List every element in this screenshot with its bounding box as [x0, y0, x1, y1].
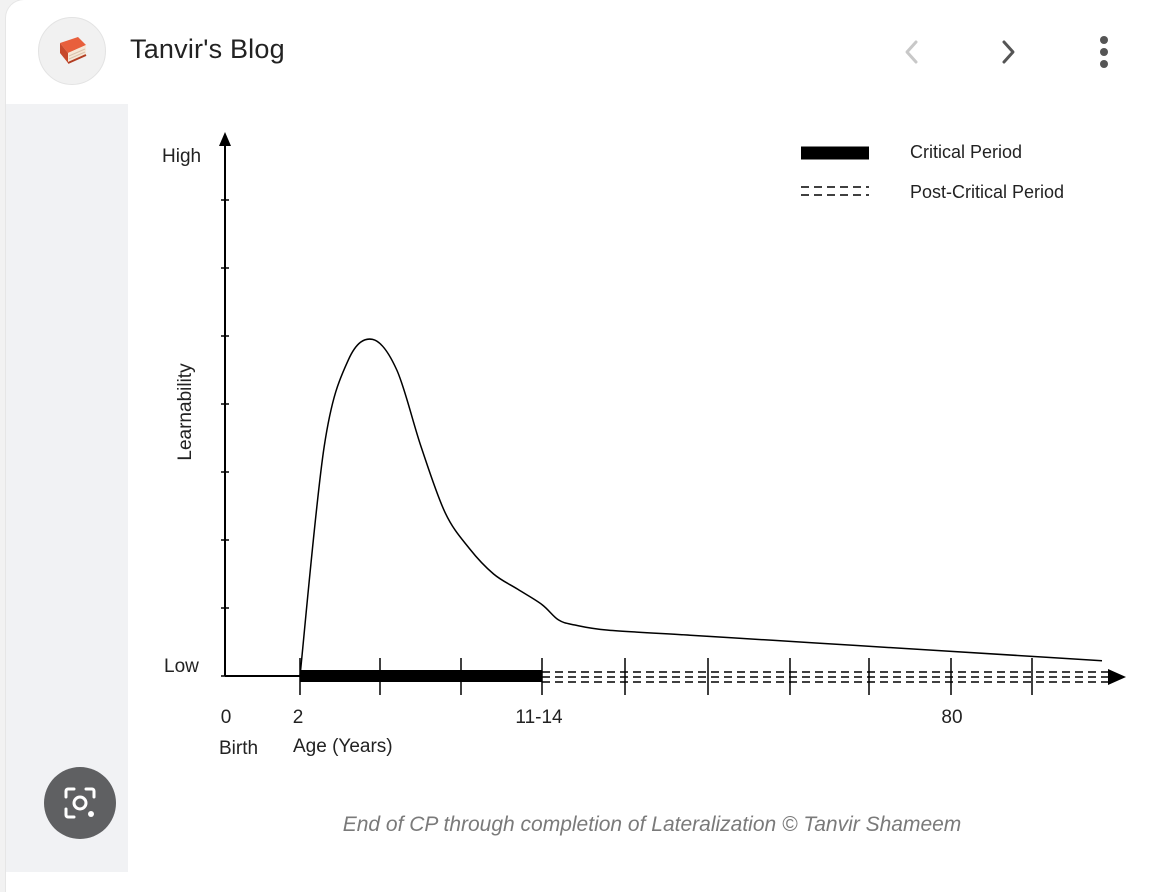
book-icon [60, 37, 87, 64]
legend-label-critical: Critical Period [910, 142, 1022, 162]
y-tick-low: Low [164, 656, 199, 677]
header: Tanvir's Blog [6, 0, 1160, 104]
chart: High Low Learnability 0 2 11-14 80 Birth… [162, 132, 1126, 836]
learnability-curve [299, 338, 1103, 677]
forward-button[interactable] [986, 30, 1030, 74]
x-tick-80: 80 [941, 707, 962, 728]
legend-label-post-critical: Post-Critical Period [910, 182, 1064, 202]
back-button[interactable] [890, 30, 934, 74]
figure-caption: End of CP through completion of Laterali… [343, 813, 962, 836]
y-axis-arrow [219, 132, 231, 146]
y-ticks [221, 199, 229, 677]
chevron-left-icon [905, 40, 918, 64]
result-card: Tanvir's Blog [6, 0, 1160, 892]
x-axis-arrow [1108, 669, 1126, 685]
site-avatar[interactable] [38, 17, 106, 85]
visual-search-button[interactable] [44, 767, 116, 839]
chevron-right-icon [1002, 40, 1015, 64]
x-tick-11-14: 11-14 [515, 707, 563, 728]
site-title[interactable]: Tanvir's Blog [130, 34, 285, 64]
more-options-button[interactable] [1082, 30, 1126, 74]
more-vert-icon [1100, 36, 1108, 68]
y-tick-high: High [162, 146, 201, 167]
x-tick-2: 2 [293, 707, 304, 728]
x-tick-0: 0 [221, 707, 232, 728]
figure-image[interactable]: High Low Learnability 0 2 11-14 80 Birth… [128, 104, 1160, 872]
x-axis-label: Age (Years) [293, 736, 393, 757]
visual-search-icon [64, 787, 96, 819]
y-axis-label: Learnability [175, 363, 196, 461]
x-label-birth: Birth [219, 738, 258, 759]
x-ticks [299, 658, 1033, 695]
